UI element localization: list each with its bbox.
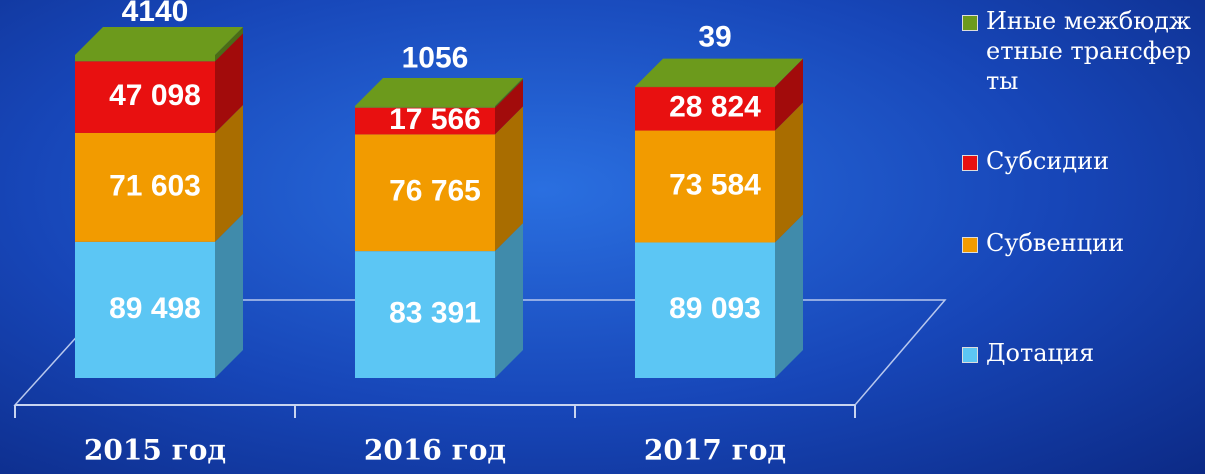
bar-top: [75, 27, 243, 55]
value-label: 73 584: [669, 168, 761, 201]
legend-label: Дотация: [986, 338, 1196, 368]
value-label: 1056: [402, 42, 469, 75]
value-label: 17 566: [389, 103, 481, 136]
legend-label: Субсидии: [986, 146, 1196, 176]
legend-swatch: [962, 15, 978, 31]
legend-swatch: [962, 347, 978, 363]
value-label: 89 093: [669, 292, 761, 325]
value-label: 47 098: [109, 79, 201, 112]
bar-top: [635, 59, 803, 87]
value-label: 76 765: [389, 175, 481, 208]
bar: [635, 87, 775, 88]
legend-swatch: [962, 237, 978, 253]
slide: 2015 год 89 498 71 603 47 098 4140 2016 год 83…: [0, 0, 1205, 474]
legend-item: Иные межбюджетные трансферты: [962, 6, 1202, 96]
bar-side: [215, 214, 243, 378]
value-label: 28 824: [669, 91, 761, 124]
legend-label: Иные межбюджетные трансферты: [986, 6, 1196, 96]
value-label: 71 603: [109, 169, 201, 202]
legend-swatch: [962, 155, 978, 171]
value-label: 39: [698, 21, 731, 54]
x-tick-label: 2017 год: [644, 434, 786, 467]
bar: [75, 55, 215, 61]
legend-item: Дотация: [962, 338, 1202, 368]
legend-item: Субсидии: [962, 146, 1202, 176]
x-tick-label: 2015 год: [84, 434, 226, 467]
value-label: 83 391: [389, 296, 481, 329]
legend-label: Субвенции: [986, 228, 1196, 258]
bar-side: [775, 214, 803, 378]
value-label: 4140: [122, 0, 189, 28]
x-tick-label: 2016 год: [364, 434, 506, 467]
bar-top: [355, 78, 523, 106]
value-label: 89 498: [109, 292, 201, 325]
legend-item: Субвенции: [962, 228, 1202, 258]
